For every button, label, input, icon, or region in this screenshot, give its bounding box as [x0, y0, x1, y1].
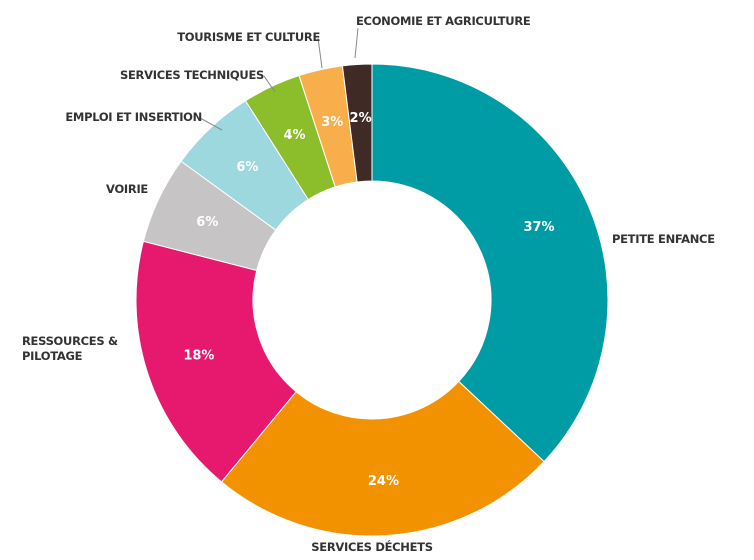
category-label: SERVICES DÉCHETS	[311, 540, 433, 554]
category-label: EMPLOI ET INSERTION	[65, 110, 202, 124]
category-label: RESSOURCES & PILOTAGE	[22, 334, 118, 363]
value-label: 18%	[183, 349, 214, 364]
donut-slice	[220, 380, 545, 537]
donut-slice	[135, 240, 297, 483]
category-label: SERVICES TECHNIQUES	[120, 68, 264, 82]
category-label: ECONOMIE ET AGRICULTURE	[356, 14, 531, 28]
value-label: 6%	[196, 215, 218, 230]
leader-line	[317, 37, 323, 69]
value-label: 6%	[236, 160, 258, 175]
value-label: 2%	[350, 111, 372, 126]
value-label: 37%	[523, 220, 554, 235]
value-label: 4%	[283, 128, 305, 143]
category-label: PETITE ENFANCE	[612, 232, 715, 246]
leader-line	[263, 75, 276, 93]
value-label: 24%	[368, 474, 399, 489]
value-label: 3%	[321, 115, 343, 130]
donut-slice	[371, 63, 609, 463]
leader-line	[199, 117, 223, 131]
category-label: VOIRIE	[106, 182, 148, 196]
category-label: TOURISME ET CULTURE	[177, 30, 320, 44]
donut-slice	[341, 63, 373, 183]
leader-line	[354, 27, 359, 59]
